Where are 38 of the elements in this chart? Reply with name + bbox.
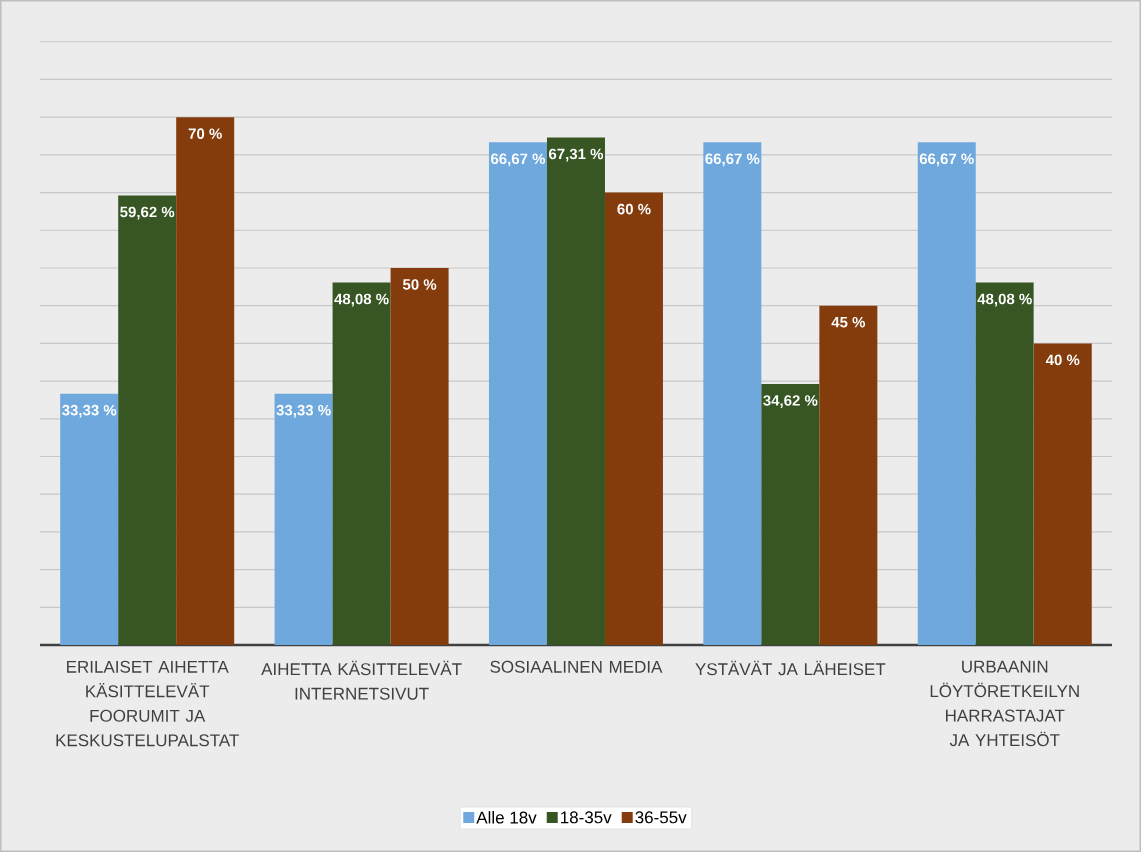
bar — [332, 282, 391, 645]
bar — [60, 393, 119, 645]
legend-label: 36-55v — [635, 811, 687, 824]
bar — [274, 393, 333, 645]
bar — [1033, 343, 1092, 645]
data-label: 66,67 % — [705, 153, 760, 167]
bar — [546, 137, 605, 645]
bar — [703, 142, 762, 645]
bar — [604, 192, 663, 645]
legend-label: Alle 18v — [476, 811, 537, 824]
x-tick-label: SOSIAALINEN MEDIA — [490, 660, 663, 673]
data-label: 48,08 % — [977, 293, 1032, 307]
x-tick-label: YSTÄVÄT JA LÄHEISET — [695, 660, 886, 676]
data-label: 66,67 % — [491, 153, 546, 167]
data-label: 45 % — [831, 316, 866, 328]
data-label: 40 % — [1045, 354, 1080, 366]
x-tick-label: URBAANIN LÖYTÖRETKEILYN HARRASTAJAT JA YHTEISÖT — [930, 660, 1079, 747]
x-tick-label: AIHETTA KÄSITTELEVÄT INTERNETSIVUT — [261, 660, 462, 700]
data-label: 60 % — [617, 203, 651, 215]
data-label: 66,67 % — [919, 153, 974, 167]
data-label: 48,08 % — [334, 293, 389, 307]
data-label: 33,33 % — [276, 404, 331, 418]
data-label: 59,62 % — [120, 206, 175, 220]
data-label: 67,31 % — [549, 148, 604, 162]
bar — [761, 383, 820, 645]
data-label: 33,33 % — [62, 404, 117, 418]
x-tick-label: ERILAISET AIHETTA KÄSITTELEVÄT FOORUMIT JA KESKUSTELUPALSTAT — [56, 660, 239, 747]
data-label: 70 % — [188, 128, 222, 139]
bar — [917, 142, 976, 645]
bar — [118, 195, 177, 645]
bar — [819, 305, 878, 645]
bar — [488, 142, 547, 645]
bar — [975, 282, 1034, 645]
data-label: 50 % — [402, 279, 437, 290]
bar — [390, 267, 449, 645]
bar — [176, 117, 235, 645]
data-label: 34,62 % — [763, 395, 818, 408]
legend-label: 18-35v — [561, 811, 612, 824]
